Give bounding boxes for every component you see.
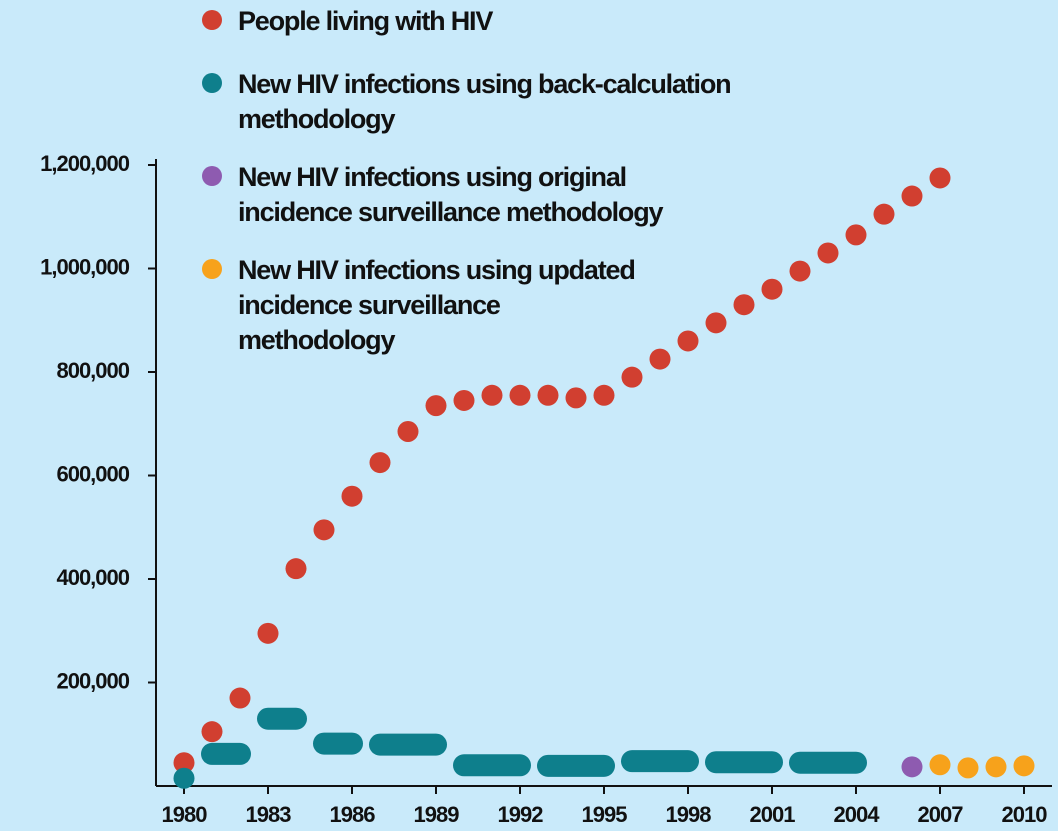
y-tick-label: 400,000 <box>56 565 129 590</box>
y-tick-label: 200,000 <box>56 668 129 693</box>
marker <box>1013 755 1035 777</box>
marker <box>985 756 1007 778</box>
x-tick-label: 1998 <box>666 802 712 827</box>
x-tick-label: 1989 <box>414 802 460 827</box>
marker <box>369 452 391 474</box>
legend-entry: New HIV infections using back-calculatio… <box>200 67 732 137</box>
y-tick-label: 800,000 <box>56 358 129 383</box>
marker <box>173 767 195 789</box>
marker <box>257 622 279 644</box>
legend-label: People living with HIV <box>238 6 493 36</box>
marker <box>789 260 811 282</box>
marker <box>901 185 923 207</box>
marker <box>929 754 951 776</box>
marker <box>285 558 307 580</box>
legend-label: New HIV infections using original incide… <box>238 162 664 227</box>
marker <box>817 242 839 264</box>
legend-marker <box>202 166 222 186</box>
marker <box>397 421 419 443</box>
legend-entry: New HIV infections using original incide… <box>200 160 664 230</box>
marker <box>341 485 363 507</box>
x-tick-label: 1995 <box>582 802 628 827</box>
marker <box>733 294 755 316</box>
marker <box>649 348 671 370</box>
y-tick-label: 1,000,000 <box>40 254 130 279</box>
marker <box>509 384 531 406</box>
marker <box>229 687 251 709</box>
x-tick-label: 1980 <box>162 802 208 827</box>
marker <box>201 721 223 743</box>
legend-label: New HIV infections using back-calculatio… <box>238 69 732 134</box>
x-tick-label: 2001 <box>750 802 796 827</box>
x-tick-label: 2010 <box>1002 802 1048 827</box>
marker <box>929 167 951 189</box>
y-tick-label: 600,000 <box>56 461 129 486</box>
legend-label: New HIV infections using updated inciden… <box>238 255 636 355</box>
marker <box>761 278 783 300</box>
x-tick-label: 1986 <box>330 802 376 827</box>
marker <box>901 756 923 778</box>
legend-marker <box>202 10 222 30</box>
marker <box>593 384 615 406</box>
y-tick-label: 1,200,000 <box>40 151 130 176</box>
x-tick-label: 1983 <box>246 802 292 827</box>
marker <box>705 312 727 334</box>
x-tick-label: 2007 <box>918 802 964 827</box>
marker <box>621 366 643 388</box>
legend-marker <box>202 73 222 93</box>
legend-entry: People living with HIV <box>200 4 493 39</box>
x-tick-label: 2004 <box>834 802 881 827</box>
marker <box>845 224 867 246</box>
marker <box>425 395 447 417</box>
marker <box>481 384 503 406</box>
x-tick-label: 1992 <box>498 802 544 827</box>
marker <box>957 757 979 779</box>
marker <box>313 519 335 541</box>
marker <box>537 384 559 406</box>
marker <box>565 387 587 409</box>
legend-marker <box>202 259 222 279</box>
marker <box>173 752 195 774</box>
marker <box>453 389 475 411</box>
marker <box>677 330 699 352</box>
legend-entry: New HIV infections using updated inciden… <box>200 253 636 358</box>
marker <box>873 203 895 225</box>
